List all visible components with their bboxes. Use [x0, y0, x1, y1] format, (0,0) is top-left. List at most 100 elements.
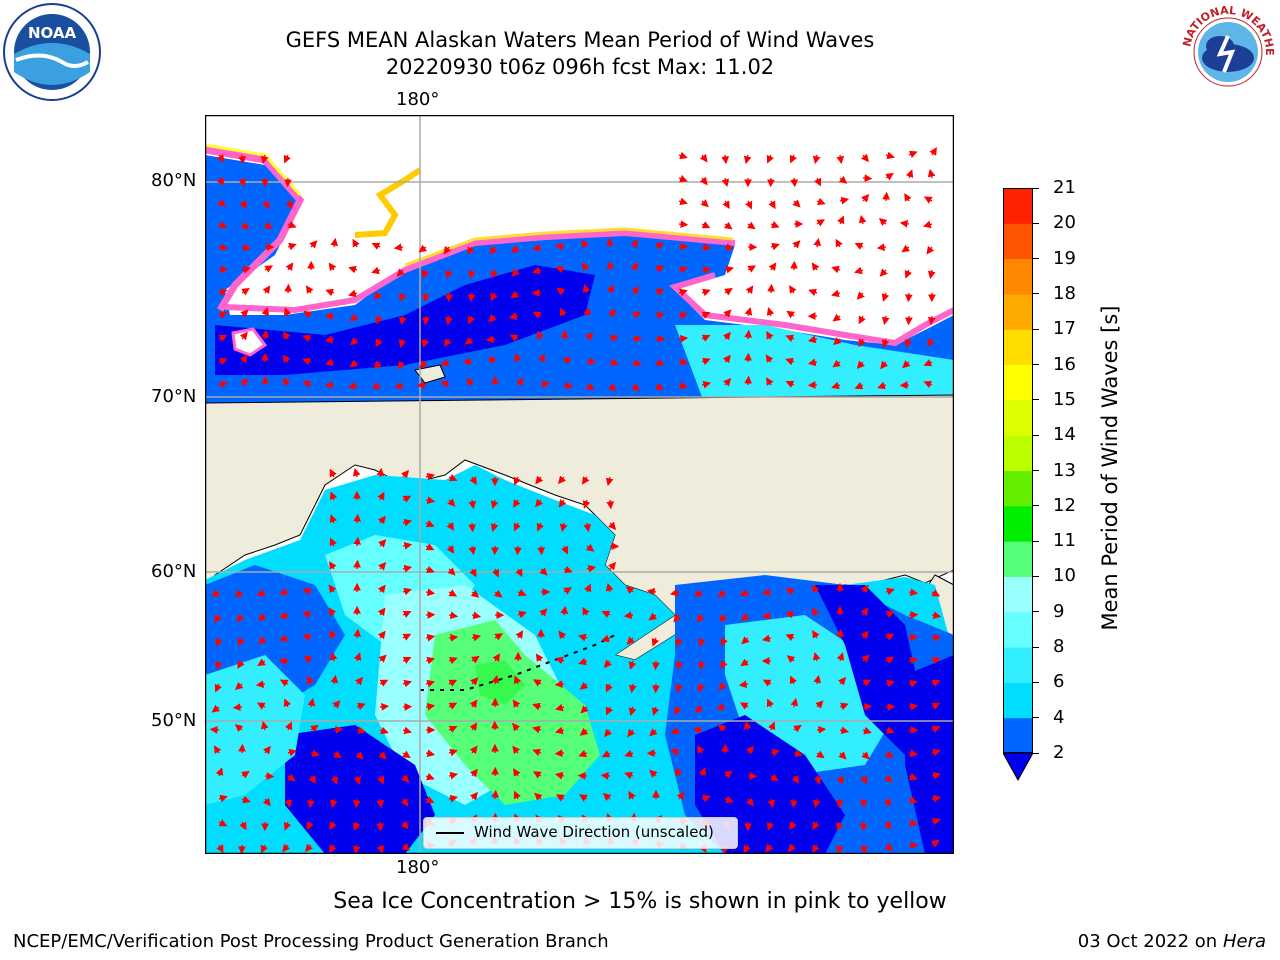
wave-direction-arrow [632, 334, 643, 343]
colorbar-segment [1003, 682, 1033, 719]
wave-direction-arrow [218, 243, 229, 252]
wave-direction-arrow [425, 679, 435, 688]
wave-direction-arrow [632, 311, 642, 319]
wave-direction-arrow [310, 749, 321, 758]
wave-direction-arrow [494, 633, 504, 641]
wave-direction-arrow [785, 587, 795, 596]
colorbar-segment [1003, 505, 1033, 542]
colorbar-tick [1033, 187, 1039, 189]
wave-direction-arrow [678, 334, 689, 343]
wave-direction-arrow [355, 751, 364, 760]
wave-direction-arrow [517, 588, 527, 597]
wave-direction-arrow [425, 749, 436, 758]
wave-direction-arrow [239, 200, 247, 210]
wave-direction-arrow [563, 381, 574, 390]
colorbar-tick-label: 15 [1053, 388, 1076, 410]
wave-direction-arrow [881, 338, 890, 348]
wave-direction-arrow [560, 329, 569, 340]
wave-direction-arrow [558, 630, 567, 640]
wave-direction-arrow [448, 474, 458, 482]
wave-direction-arrow [303, 310, 312, 319]
wind-wave-arrows [209, 147, 942, 854]
wave-direction-arrow [509, 334, 519, 342]
wave-direction-arrow [628, 660, 637, 670]
wave-direction-arrow [539, 608, 548, 617]
wave-direction-arrow [239, 354, 248, 364]
wave-direction-arrow [789, 821, 797, 831]
wave-direction-arrow [603, 659, 612, 668]
wave-direction-arrow [215, 767, 224, 777]
wave-direction-arrow [581, 262, 590, 271]
wave-direction-arrow [832, 313, 842, 322]
lon-label-bottom: 180° [396, 857, 440, 878]
wave-direction-arrow [394, 381, 404, 390]
wave-direction-arrow [536, 522, 544, 532]
wave-direction-arrow [767, 283, 775, 294]
wave-direction-arrow [234, 589, 243, 598]
colorbar-tick [1033, 717, 1039, 719]
wave-direction-arrow [209, 725, 220, 734]
wave-direction-arrow [487, 356, 497, 365]
wave-direction-arrow [908, 749, 919, 758]
colorbar-tick [1033, 575, 1039, 577]
wave-direction-arrow [607, 308, 616, 318]
wave-direction-arrow [353, 513, 362, 524]
wave-direction-arrow [329, 629, 337, 639]
wave-direction-arrow [885, 726, 895, 735]
wave-direction-arrow [701, 380, 712, 389]
wave-direction-arrow [877, 381, 887, 390]
footer-right: 03 Oct 2022 on Hera [1078, 931, 1266, 952]
wave-direction-arrow [491, 789, 500, 800]
wave-direction-arrow [578, 749, 588, 758]
wave-direction-arrow [885, 656, 895, 664]
colorbar-tick-label: 17 [1053, 318, 1076, 340]
wave-direction-arrow [856, 360, 865, 369]
wave-direction-arrow [375, 338, 383, 348]
wave-direction-arrow [812, 798, 821, 809]
wave-direction-arrow [860, 607, 869, 617]
wave-direction-arrow [285, 721, 293, 731]
wave-direction-arrow [884, 843, 894, 852]
wave-direction-arrow [402, 679, 412, 688]
wave-direction-arrow [905, 169, 914, 179]
wave-direction-arrow [883, 820, 892, 830]
wave-direction-arrow [401, 774, 410, 783]
wave-direction-arrow [257, 612, 267, 621]
map-gridlines [205, 115, 954, 854]
wave-direction-arrow [744, 307, 753, 317]
wave-direction-arrow [539, 567, 548, 576]
wave-direction-arrow [717, 682, 727, 691]
wave-direction-arrow [766, 154, 774, 164]
wave-direction-arrow [448, 656, 458, 665]
wave-direction-arrow [670, 727, 680, 735]
wave-direction-arrow [287, 748, 297, 757]
wave-direction-arrow [899, 219, 910, 228]
wave-direction-arrow [838, 676, 847, 686]
colorbar-under-triangle [1003, 752, 1033, 782]
wave-direction-arrow [743, 720, 752, 731]
wave-direction-arrow [448, 633, 459, 642]
wave-direction-arrow [586, 564, 597, 573]
wave-direction-arrow [329, 561, 337, 570]
wave-direction-arrow [627, 728, 636, 738]
wave-direction-arrow [559, 307, 567, 317]
wave-direction-arrow [717, 724, 727, 733]
wave-direction-arrow [791, 775, 799, 784]
colorbar-tick [1033, 611, 1039, 613]
wave-direction-arrow [309, 240, 318, 249]
wave-direction-arrow [214, 614, 222, 624]
wave-direction-arrow [768, 262, 777, 271]
wave-direction-arrow [862, 702, 873, 711]
wave-direction-arrow [831, 381, 841, 390]
wave-direction-arrow [701, 221, 711, 229]
wave-direction-arrow [929, 147, 937, 156]
wave-direction-arrow [831, 265, 841, 274]
wave-direction-arrow [353, 775, 362, 785]
wave-direction-arrow [532, 702, 542, 711]
wave-direction-arrow [793, 724, 802, 733]
wave-direction-arrow [701, 288, 711, 297]
wave-direction-arrow [768, 200, 776, 210]
wave-direction-arrow [282, 843, 291, 853]
wave-direction-arrow [876, 243, 887, 252]
wave-direction-arrow [218, 221, 228, 229]
